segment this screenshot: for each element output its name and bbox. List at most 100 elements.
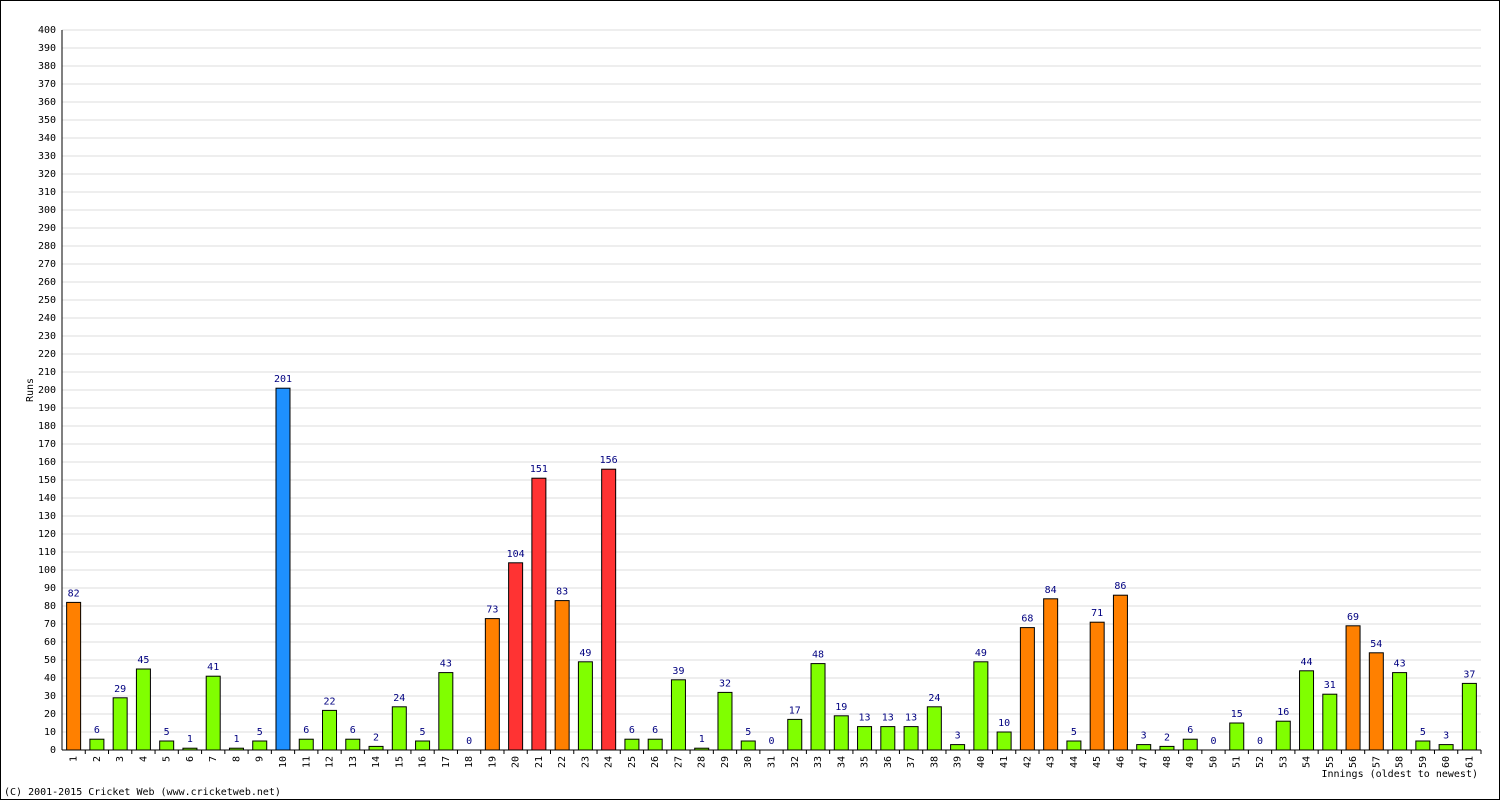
y-tick-label: 320 <box>38 169 56 180</box>
x-tick-label: 31 <box>767 756 778 768</box>
y-tick-label: 380 <box>38 61 56 72</box>
data-label: 1 <box>233 734 239 745</box>
bar <box>810 663 826 751</box>
y-tick-label: 0 <box>50 745 56 756</box>
data-label: 29 <box>114 684 126 695</box>
data-label: 45 <box>137 655 149 666</box>
x-tick-label: 48 <box>1162 756 1173 768</box>
x-tick-label: 53 <box>1278 756 1289 768</box>
bar <box>1322 693 1338 751</box>
bar <box>554 600 570 751</box>
y-tick-label: 220 <box>38 349 56 360</box>
data-label: 201 <box>274 374 292 385</box>
data-label: 6 <box>350 725 356 736</box>
x-tick-label: 50 <box>1208 756 1219 768</box>
x-tick-label: 33 <box>813 756 824 768</box>
x-tick-label: 40 <box>976 756 987 768</box>
y-tick-label: 170 <box>38 439 56 450</box>
y-tick-label: 290 <box>38 223 56 234</box>
data-label: 24 <box>393 693 405 704</box>
data-label: 6 <box>1187 725 1193 736</box>
data-label: 2 <box>1164 732 1170 743</box>
x-tick-label: 35 <box>860 756 871 768</box>
bar <box>857 726 873 751</box>
y-tick-label: 260 <box>38 277 56 288</box>
y-tick-label: 70 <box>44 619 56 630</box>
bar <box>577 661 593 751</box>
x-tick-label: 5 <box>162 756 173 762</box>
y-tick-label: 160 <box>38 457 56 468</box>
x-tick-label: 44 <box>1069 756 1080 768</box>
y-axis-label: Runs <box>25 378 36 402</box>
y-tick-label: 50 <box>44 655 56 666</box>
y-tick-label: 390 <box>38 43 56 54</box>
x-tick-label: 8 <box>231 756 242 762</box>
bar <box>880 726 896 751</box>
bar <box>1345 625 1361 751</box>
y-tick-label: 400 <box>38 25 56 36</box>
y-tick-label: 280 <box>38 241 56 252</box>
data-label: 37 <box>1463 669 1475 680</box>
bar <box>1275 720 1291 751</box>
bar <box>89 738 105 751</box>
data-label: 43 <box>1394 659 1406 670</box>
bar <box>182 747 198 751</box>
bar <box>717 691 733 751</box>
y-tick-label: 130 <box>38 511 56 522</box>
bar <box>252 740 268 751</box>
y-tick-label: 230 <box>38 331 56 342</box>
data-label: 32 <box>719 678 731 689</box>
data-label: 5 <box>1420 727 1426 738</box>
y-tick-label: 80 <box>44 601 56 612</box>
y-tick-label: 120 <box>38 529 56 540</box>
data-label: 0 <box>1210 736 1216 747</box>
x-tick-label: 16 <box>418 756 429 768</box>
x-tick-label: 41 <box>999 756 1010 768</box>
x-tick-label: 18 <box>464 756 475 768</box>
data-label: 22 <box>323 696 335 707</box>
data-label: 69 <box>1347 612 1359 623</box>
x-tick-label: 42 <box>1022 756 1033 768</box>
x-tick-label: 22 <box>557 756 568 768</box>
bar <box>484 618 500 751</box>
x-tick-label: 26 <box>650 756 661 768</box>
x-tick-label: 6 <box>185 756 196 762</box>
x-tick-label: 10 <box>278 756 289 768</box>
data-label: 5 <box>1071 727 1077 738</box>
data-label: 83 <box>556 587 568 598</box>
data-label: 3 <box>955 731 961 742</box>
bar <box>973 661 989 751</box>
x-tick-label: 2 <box>92 756 103 762</box>
bar <box>1112 594 1128 751</box>
data-label: 6 <box>629 725 635 736</box>
bar <box>228 747 244 751</box>
x-tick-label: 32 <box>790 756 801 768</box>
y-tick-label: 60 <box>44 637 56 648</box>
x-tick-label: 57 <box>1371 756 1382 768</box>
y-tick-label: 240 <box>38 313 56 324</box>
x-tick-label: 39 <box>953 756 964 768</box>
data-label: 86 <box>1114 581 1126 592</box>
bar <box>1043 598 1059 751</box>
data-label: 5 <box>164 727 170 738</box>
bar <box>298 738 314 751</box>
footer: (C) 2001-2015 Cricket Web (www.cricketwe… <box>4 787 281 798</box>
x-tick-label: 21 <box>534 756 545 768</box>
data-label: 3 <box>1141 731 1147 742</box>
y-tick-label: 300 <box>38 205 56 216</box>
data-label: 5 <box>745 727 751 738</box>
bar <box>1182 738 1198 751</box>
bar <box>415 740 431 751</box>
x-tick-label: 34 <box>836 756 847 768</box>
x-tick-label: 49 <box>1185 756 1196 768</box>
data-label: 156 <box>600 455 618 466</box>
bar <box>1159 745 1175 751</box>
x-tick-label: 47 <box>1139 756 1150 768</box>
bar <box>903 726 919 751</box>
bar <box>950 744 966 751</box>
x-tick-label: 52 <box>1255 756 1266 768</box>
data-label: 49 <box>975 648 987 659</box>
x-tick-label: 20 <box>511 756 522 768</box>
data-label: 39 <box>672 666 684 677</box>
